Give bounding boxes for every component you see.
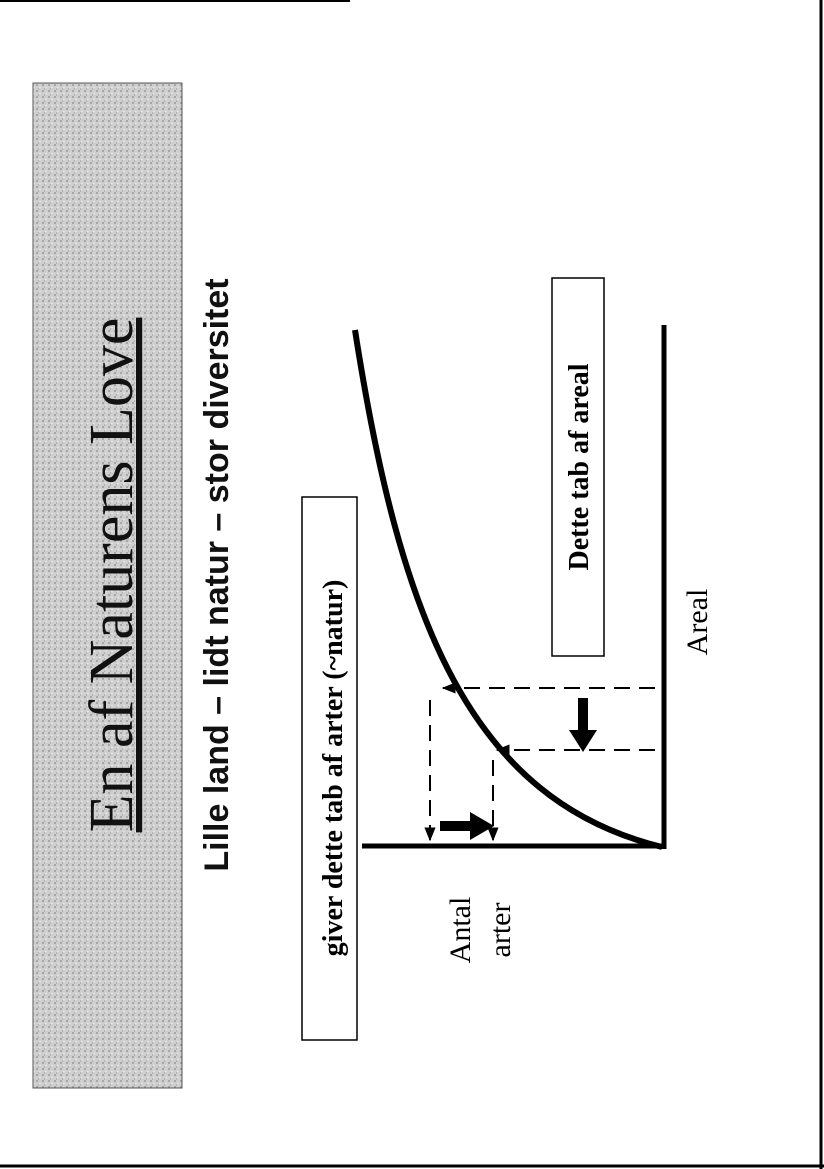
area-box-text: Dette tab af areal xyxy=(564,363,595,570)
species-box-text: giver dette tab af arter (~natur) xyxy=(318,580,349,957)
subtitle: Lille land – lidt natur – stor diversite… xyxy=(198,278,236,871)
species-axis-label: arter xyxy=(484,903,517,958)
arrow xyxy=(440,812,494,840)
curve xyxy=(352,329,663,850)
arrow xyxy=(569,698,597,752)
area-axis-label: Areal xyxy=(681,589,714,656)
title: En af Naturens Love xyxy=(78,318,146,833)
species-axis-label: Antal xyxy=(444,897,477,964)
title-panel xyxy=(32,82,183,1089)
area-box xyxy=(551,277,605,657)
species-box xyxy=(301,496,358,1041)
